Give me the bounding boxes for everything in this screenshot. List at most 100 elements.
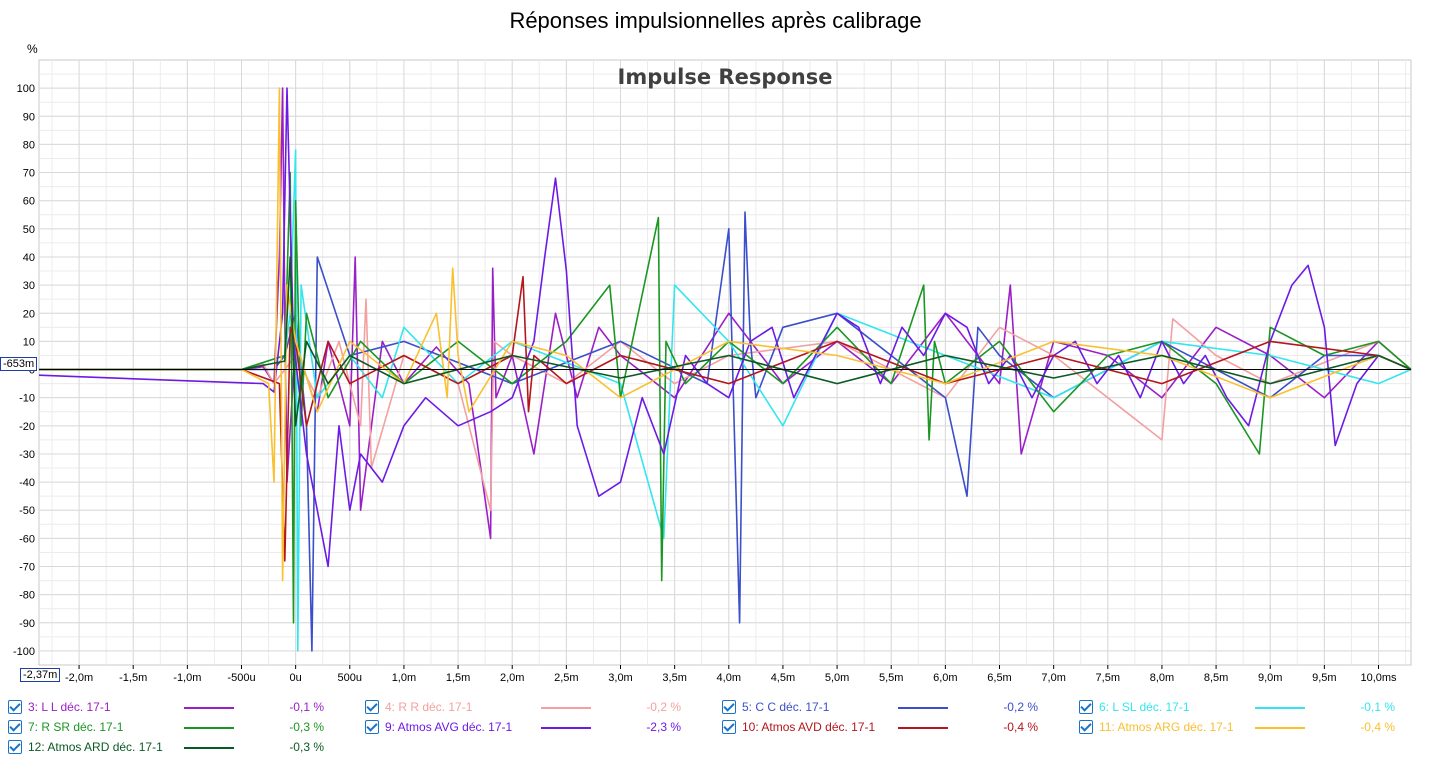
legend-swatch bbox=[1255, 707, 1305, 709]
y-tick-label: -90 bbox=[19, 618, 35, 630]
legend-item[interactable]: 12: Atmos ARD déc. 17-1 -0,3 % bbox=[8, 738, 338, 758]
legend-label: 12: Atmos ARD déc. 17-1 bbox=[28, 740, 163, 754]
series-line-5 bbox=[39, 171, 1412, 624]
y-tick-label: 60 bbox=[23, 196, 35, 208]
x-tick-label: 1,0m bbox=[392, 672, 416, 684]
x-tick-label: 3,0m bbox=[608, 672, 632, 684]
impulse-response-chart[interactable]: -2,0m -1,5m -1,0m -500u 0u 500u 1,0m 1,5m 2,0m 2,… bbox=[0, 0, 1431, 694]
legend-value: -0,2 % bbox=[646, 700, 681, 714]
legend-label: 11: Atmos ARG déc. 17-1 bbox=[1099, 720, 1234, 734]
series-line-9 bbox=[39, 256, 1412, 427]
legend-label: 5: C C déc. 17-1 bbox=[742, 700, 830, 714]
y-axis-ticks: 1009080706050403020100-10-20-30-40-50-60… bbox=[13, 83, 35, 658]
legend-swatch bbox=[184, 707, 234, 709]
cursor-x-readout: -2,37m bbox=[20, 668, 61, 682]
legend-value: -2,3 % bbox=[646, 720, 681, 734]
y-tick-label: -30 bbox=[19, 449, 35, 461]
legend-item[interactable]: 3: L L déc. 17-1 -0,1 % bbox=[8, 698, 338, 718]
legend-item[interactable]: 11: Atmos ARG déc. 17-1 -0,4 % bbox=[1079, 718, 1409, 738]
legend-checkbox[interactable] bbox=[8, 720, 22, 734]
x-tick-label: -2,0m bbox=[65, 672, 93, 684]
series-layer bbox=[38, 87, 1412, 652]
y-tick-label: 50 bbox=[23, 224, 35, 236]
cursor-y-readout: -653m bbox=[0, 357, 38, 371]
legend-checkbox[interactable] bbox=[722, 720, 736, 734]
legend-value: -0,3 % bbox=[289, 720, 324, 734]
y-tick-label: -100 bbox=[13, 646, 35, 658]
x-tick-label: 1,5m bbox=[446, 672, 470, 684]
x-tick-label: 7,5m bbox=[1096, 672, 1120, 684]
chart-title: Impulse Response bbox=[618, 65, 833, 89]
x-tick-label: 8,5m bbox=[1204, 672, 1228, 684]
legend-swatch bbox=[898, 727, 948, 729]
x-tick-label: 6,5m bbox=[987, 672, 1011, 684]
legend-swatch bbox=[541, 727, 591, 729]
legend-item[interactable]: 7: R SR déc. 17-1 -0,3 % bbox=[8, 718, 338, 738]
legend-item[interactable]: 10: Atmos AVD déc. 17-1 -0,4 % bbox=[722, 718, 1052, 738]
y-tick-label: -20 bbox=[19, 421, 35, 433]
legend-value: -0,1 % bbox=[1360, 700, 1395, 714]
legend-item[interactable]: 6: L SL déc. 17-1 -0,1 % bbox=[1079, 698, 1409, 718]
legend-checkbox[interactable] bbox=[8, 740, 22, 754]
x-tick-label: 500u bbox=[338, 672, 362, 684]
legend-item[interactable]: 4: R R déc. 17-1 -0,2 % bbox=[365, 698, 695, 718]
legend-swatch bbox=[898, 707, 948, 709]
legend-swatch bbox=[184, 747, 234, 749]
legend-value: -0,2 % bbox=[1003, 700, 1038, 714]
x-tick-label: 5,0m bbox=[825, 672, 849, 684]
legend-label: 4: R R déc. 17-1 bbox=[385, 700, 473, 714]
x-tick-label: 7,0m bbox=[1041, 672, 1065, 684]
x-tick-label: -1,0m bbox=[173, 672, 201, 684]
y-tick-label: -80 bbox=[19, 590, 35, 602]
x-tick-label: 0u bbox=[290, 672, 302, 684]
legend-checkbox[interactable] bbox=[365, 720, 379, 734]
y-axis-unit: % bbox=[27, 42, 38, 56]
x-tick-label: 9,0m bbox=[1258, 672, 1282, 684]
legend-item[interactable]: 5: C C déc. 17-1 -0,2 % bbox=[722, 698, 1052, 718]
series-line-1 bbox=[39, 87, 1412, 540]
series-line-8 bbox=[39, 87, 1412, 582]
y-tick-label: -70 bbox=[19, 562, 35, 574]
x-tick-label: -1,5m bbox=[119, 672, 147, 684]
legend-value: -0,3 % bbox=[289, 740, 324, 754]
x-tick-label: 2,5m bbox=[554, 672, 578, 684]
legend-swatch bbox=[1255, 727, 1305, 729]
y-tick-label: 30 bbox=[23, 280, 35, 292]
x-tick-label: 5,5m bbox=[879, 672, 903, 684]
legend-swatch bbox=[541, 707, 591, 709]
legend-checkbox[interactable] bbox=[722, 700, 736, 714]
y-tick-label: -50 bbox=[19, 505, 35, 517]
series-line-7 bbox=[39, 275, 1412, 562]
y-tick-label: 40 bbox=[23, 252, 35, 264]
y-tick-label: 20 bbox=[23, 308, 35, 320]
legend-item[interactable]: 9: Atmos AVG déc. 17-1 -2,3 % bbox=[365, 718, 695, 738]
legend-value: -0,1 % bbox=[289, 700, 324, 714]
legend-checkbox[interactable] bbox=[1079, 720, 1093, 734]
plot-background bbox=[38, 59, 1412, 666]
x-tick-label: 4,0m bbox=[717, 672, 741, 684]
x-tick-label: 10,0ms bbox=[1360, 672, 1397, 684]
y-tick-label: -60 bbox=[19, 533, 35, 545]
y-tick-label: 10 bbox=[23, 336, 35, 348]
legend-label: 7: R SR déc. 17-1 bbox=[28, 720, 124, 734]
y-tick-label: -10 bbox=[19, 393, 35, 405]
y-tick-label: 70 bbox=[23, 168, 35, 180]
y-tick-label: -40 bbox=[19, 477, 35, 489]
legend-label: 3: L L déc. 17-1 bbox=[28, 700, 111, 714]
legend-label: 9: Atmos AVG déc. 17-1 bbox=[385, 720, 513, 734]
x-tick-label: -500u bbox=[227, 672, 255, 684]
page-title: Réponses impulsionnelles après calibrage bbox=[509, 8, 922, 33]
x-tick-label: 8,0m bbox=[1150, 672, 1174, 684]
legend: 3: L L déc. 17-1 -0,1 % 4: R R déc. 17-1 -0… bbox=[0, 694, 1431, 758]
legend-checkbox[interactable] bbox=[8, 700, 22, 714]
legend-label: 10: Atmos AVD déc. 17-1 bbox=[742, 720, 876, 734]
x-tick-label: 3,5m bbox=[662, 672, 686, 684]
legend-value: -0,4 % bbox=[1003, 720, 1038, 734]
x-axis-ticks: -2,0m -1,5m -1,0m -500u 0u 500u 1,0m 1,5m 2,0m 2,… bbox=[65, 665, 1397, 684]
x-tick-label: 4,5m bbox=[771, 672, 795, 684]
legend-checkbox[interactable] bbox=[365, 700, 379, 714]
legend-checkbox[interactable] bbox=[1079, 700, 1093, 714]
x-tick-label: 9,5m bbox=[1312, 672, 1336, 684]
legend-value: -0,4 % bbox=[1360, 720, 1395, 734]
x-tick-label: 2,0m bbox=[500, 672, 524, 684]
